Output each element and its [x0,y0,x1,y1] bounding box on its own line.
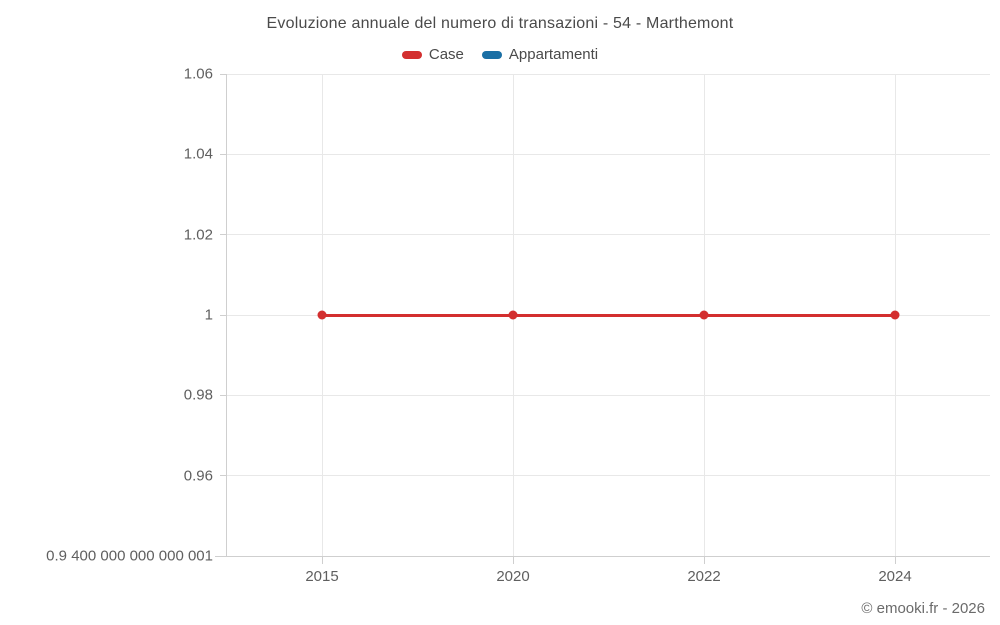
y-axis-label: 0.9 400 000 000 000 001 [46,547,213,565]
y-gridline [227,153,990,155]
chart-title: Evoluzione annuale del numero di transaz… [266,15,734,32]
y-axis-line [226,74,227,557]
y-gridline [227,394,990,396]
y-axis-label: 1.06 [183,65,213,83]
legend-swatch-case [401,50,422,59]
y-tick-mark [220,314,227,316]
data-point-case-2024[interactable] [890,310,900,320]
y-tick-mark [220,73,227,75]
legend-label: Appartamenti [508,46,599,63]
series-line-case [322,313,513,317]
data-point-case-2022[interactable] [699,310,709,320]
y-tick-mark [220,153,227,155]
x-axis-label: 2020 [496,568,530,585]
x-axis-label: 2015 [305,568,339,585]
legend-swatch-appartamenti [481,50,502,59]
x-tick-mark [703,556,705,564]
legend-label: Case [428,46,464,63]
y-axis-label: 1 [204,306,213,324]
x-tick-mark [321,556,323,564]
y-axis-label: 0.98 [183,386,213,404]
y-gridline [227,73,990,75]
legend-item-case[interactable]: Case [401,46,464,63]
y-tick-mark [220,394,227,396]
legend-item-appartamenti[interactable]: Appartamenti [481,46,599,63]
y-axis-label: 1.04 [183,145,213,163]
credit-text: © emooki.fr - 2026 [861,600,985,617]
data-point-case-2020[interactable] [508,310,518,320]
x-tick-mark [894,556,896,564]
y-axis-label: 1.02 [183,226,213,244]
y-axis-label: 0.96 [183,467,213,485]
chart-legend: Case Appartamenti [0,46,1000,63]
series-line-case [513,313,704,317]
series-line-case [704,313,895,317]
x-axis-line [215,556,990,557]
y-tick-mark [220,475,227,477]
x-axis-label: 2024 [878,568,912,585]
y-gridline [227,475,990,477]
x-tick-mark [512,556,514,564]
y-tick-mark [220,234,227,236]
data-point-case-2015[interactable] [317,310,327,320]
x-axis-label: 2022 [687,568,721,585]
y-gridline [227,234,990,236]
